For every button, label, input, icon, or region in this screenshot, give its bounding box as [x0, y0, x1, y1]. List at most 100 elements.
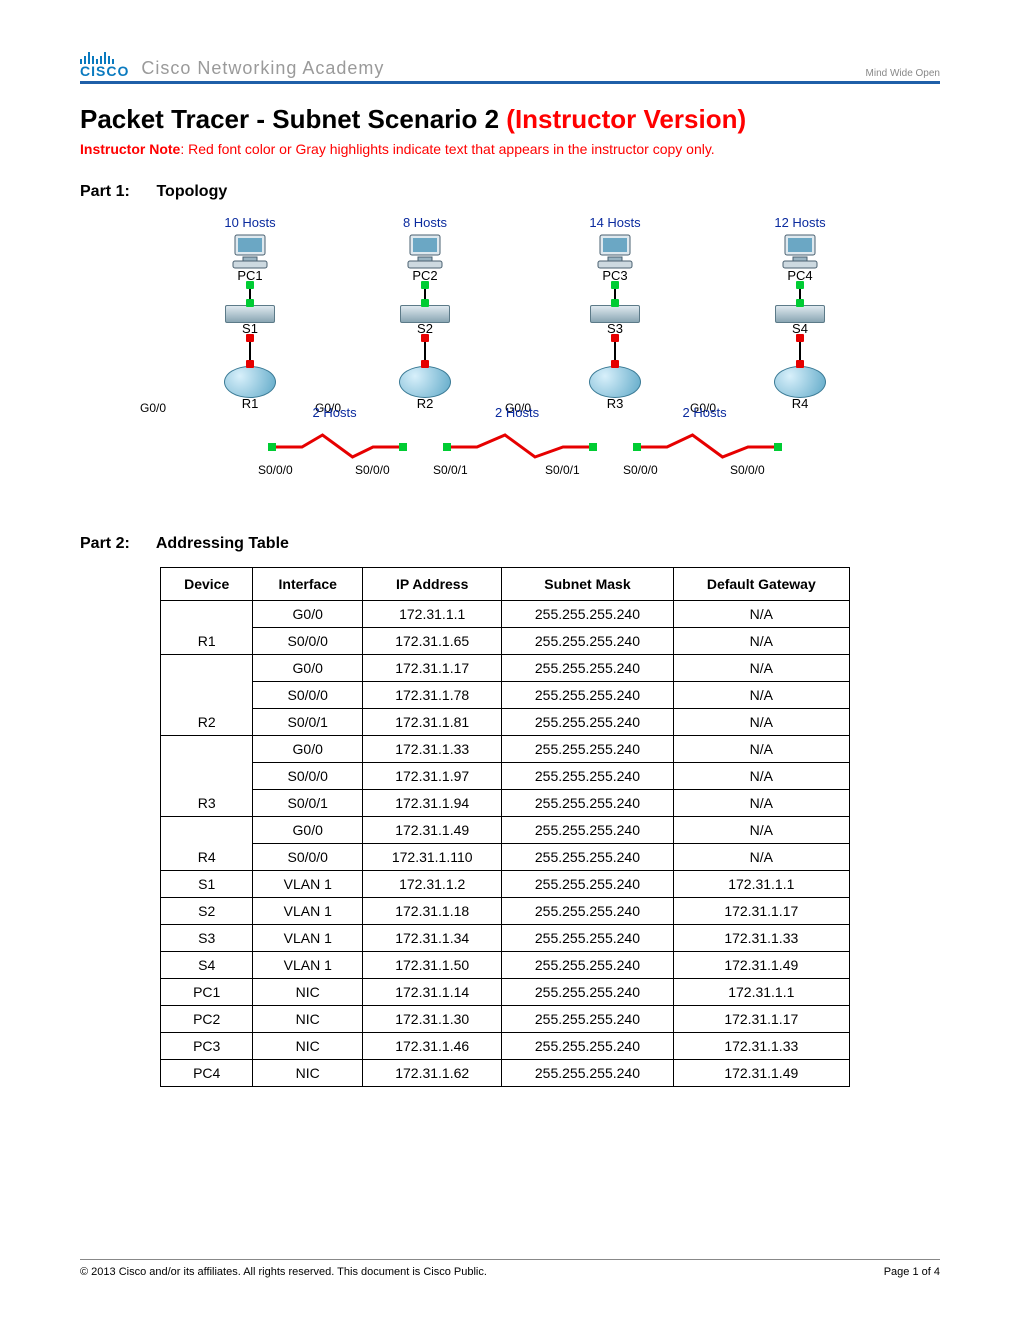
table-cell: 172.31.1.2: [363, 871, 502, 898]
table-row: S0/0/0172.31.1.97255.255.255.240N/A: [161, 763, 850, 790]
table-row: PC4NIC172.31.1.62255.255.255.240172.31.1…: [161, 1060, 850, 1087]
serial-label: S0/0/1: [545, 463, 580, 477]
table-row: PC2NIC172.31.1.30255.255.255.240172.31.1…: [161, 1006, 850, 1033]
document-page: CISCO Cisco Networking Academy Mind Wide…: [0, 0, 1020, 1320]
table-row: R3G0/0172.31.1.33255.255.255.240N/A: [161, 736, 850, 763]
table-cell: 172.31.1.17: [363, 655, 502, 682]
table-cell: NIC: [253, 979, 363, 1006]
table-row: PC1NIC172.31.1.14255.255.255.240172.31.1…: [161, 979, 850, 1006]
table-cell: 255.255.255.240: [502, 925, 673, 952]
instructor-note-label: Instructor Note: [80, 141, 180, 157]
serial-label: S0/0/0: [730, 463, 765, 477]
table-header: Default Gateway: [673, 568, 849, 601]
device-cell: R3: [161, 736, 253, 817]
instructor-note: Instructor Note: Red font color or Gray …: [80, 141, 940, 157]
header-bar: CISCO Cisco Networking Academy Mind Wide…: [80, 50, 940, 84]
table-cell: 172.31.1.65: [363, 628, 502, 655]
table-cell: 172.31.1.33: [673, 925, 849, 952]
device-cell: R2: [161, 655, 253, 736]
table-row: S3VLAN 1172.31.1.34255.255.255.240172.31…: [161, 925, 850, 952]
table-row: S0/0/0172.31.1.110255.255.255.240N/A: [161, 844, 850, 871]
table-header: IP Address: [363, 568, 502, 601]
table-row: S1VLAN 1172.31.1.2255.255.255.240172.31.…: [161, 871, 850, 898]
topology-diagram: 10 Hosts PC1 S1 G0/0 R1 8 Hosts PC2 S2 G…: [80, 215, 940, 505]
table-cell: G0/0: [253, 736, 363, 763]
table-cell: 172.31.1.94: [363, 790, 502, 817]
device-cell: PC3: [161, 1033, 253, 1060]
part2-heading: Part 2: Addressing Table: [80, 535, 940, 553]
table-cell: 255.255.255.240: [502, 1060, 673, 1087]
table-cell: 172.31.1.17: [673, 1006, 849, 1033]
table-cell: 172.31.1.1: [673, 979, 849, 1006]
tagline: Mind Wide Open: [866, 68, 940, 79]
table-cell: 255.255.255.240: [502, 601, 673, 628]
device-cell: R4: [161, 817, 253, 871]
part1-title: Topology: [156, 183, 227, 200]
device-cell: PC2: [161, 1006, 253, 1033]
table-cell: 172.31.1.110: [363, 844, 502, 871]
device-cell: S3: [161, 925, 253, 952]
table-cell: 255.255.255.240: [502, 817, 673, 844]
table-cell: 255.255.255.240: [502, 736, 673, 763]
table-row: S0/0/0172.31.1.78255.255.255.240N/A: [161, 682, 850, 709]
device-cell: R1: [161, 601, 253, 655]
table-cell: 172.31.1.1: [673, 871, 849, 898]
wan-hosts-label: 2 Hosts: [313, 405, 357, 420]
table-row: R4G0/0172.31.1.49255.255.255.240N/A: [161, 817, 850, 844]
footer-page: Page 1 of 4: [884, 1266, 940, 1278]
table-cell: N/A: [673, 736, 849, 763]
page-title: Packet Tracer - Subnet Scenario 2 (Instr…: [80, 104, 940, 135]
table-cell: S0/0/0: [253, 682, 363, 709]
cisco-logo: CISCO: [80, 50, 129, 79]
device-cell: PC4: [161, 1060, 253, 1087]
table-cell: 172.31.1.33: [673, 1033, 849, 1060]
table-cell: N/A: [673, 628, 849, 655]
part1-heading: Part 1: Topology: [80, 183, 940, 201]
table-cell: 255.255.255.240: [502, 1006, 673, 1033]
device-cell: S4: [161, 952, 253, 979]
title-instructor: (Instructor Version): [506, 104, 746, 134]
wan-links: [80, 215, 940, 505]
table-cell: 172.31.1.78: [363, 682, 502, 709]
part1-label: Part 1:: [80, 183, 152, 201]
table-cell: 172.31.1.46: [363, 1033, 502, 1060]
table-cell: 255.255.255.240: [502, 682, 673, 709]
serial-label: S0/0/0: [258, 463, 293, 477]
table-cell: 172.31.1.49: [363, 817, 502, 844]
table-cell: 172.31.1.18: [363, 898, 502, 925]
table-cell: N/A: [673, 763, 849, 790]
table-cell: VLAN 1: [253, 952, 363, 979]
table-row: R2G0/0172.31.1.17255.255.255.240N/A: [161, 655, 850, 682]
table-cell: N/A: [673, 655, 849, 682]
table-cell: VLAN 1: [253, 925, 363, 952]
table-cell: S0/0/0: [253, 628, 363, 655]
wan-hosts-label: 2 Hosts: [683, 405, 727, 420]
table-cell: 172.31.1.17: [673, 898, 849, 925]
table-cell: 172.31.1.81: [363, 709, 502, 736]
table-cell: N/A: [673, 844, 849, 871]
table-row: R1G0/0172.31.1.1255.255.255.240N/A: [161, 601, 850, 628]
academy-text: Cisco Networking Academy: [141, 58, 384, 79]
table-cell: 255.255.255.240: [502, 763, 673, 790]
table-cell: G0/0: [253, 655, 363, 682]
table-cell: 172.31.1.49: [673, 1060, 849, 1087]
table-cell: 255.255.255.240: [502, 871, 673, 898]
footer: © 2013 Cisco and/or its affiliates. All …: [80, 1259, 940, 1278]
table-header: Interface: [253, 568, 363, 601]
table-cell: 172.31.1.97: [363, 763, 502, 790]
table-cell: 255.255.255.240: [502, 790, 673, 817]
table-cell: 172.31.1.62: [363, 1060, 502, 1087]
addressing-table: DeviceInterfaceIP AddressSubnet MaskDefa…: [160, 567, 850, 1087]
table-cell: 255.255.255.240: [502, 979, 673, 1006]
table-cell: S0/0/1: [253, 790, 363, 817]
table-cell: NIC: [253, 1033, 363, 1060]
table-cell: 172.31.1.1: [363, 601, 502, 628]
table-cell: 172.31.1.33: [363, 736, 502, 763]
serial-label: S0/0/0: [355, 463, 390, 477]
table-cell: NIC: [253, 1006, 363, 1033]
table-row: S0/0/1172.31.1.94255.255.255.240N/A: [161, 790, 850, 817]
table-cell: 255.255.255.240: [502, 628, 673, 655]
table-header: Device: [161, 568, 253, 601]
table-cell: VLAN 1: [253, 898, 363, 925]
table-cell: N/A: [673, 790, 849, 817]
